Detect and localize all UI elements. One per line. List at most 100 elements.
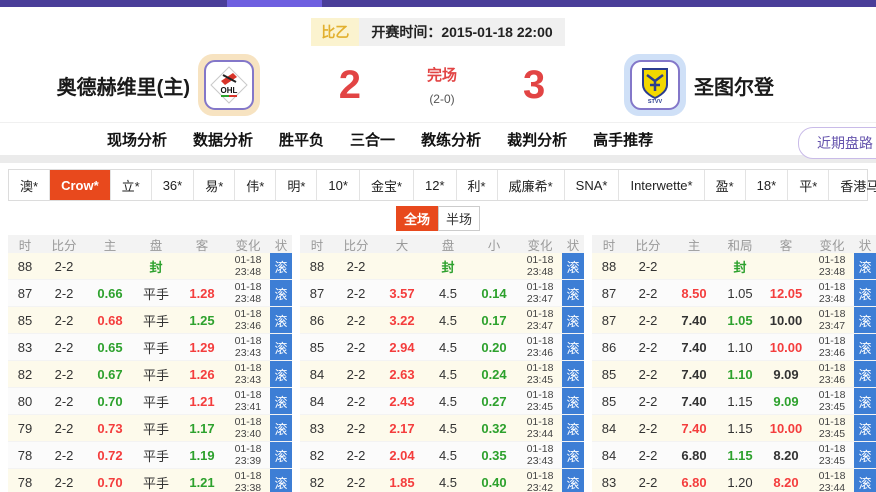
- column-header: 小: [487, 239, 501, 253]
- minute-cell: 88: [309, 258, 325, 274]
- nav-tab[interactable]: 三合一: [350, 131, 396, 149]
- bookmaker-tab[interactable]: 香港马*: [829, 170, 876, 200]
- live-state-badge[interactable]: 滚: [270, 334, 292, 360]
- live-state-badge[interactable]: 滚: [854, 280, 876, 306]
- bookmaker-tab[interactable]: 立*: [111, 170, 152, 200]
- live-state-badge[interactable]: 滚: [854, 442, 876, 468]
- live-state-badge[interactable]: 滚: [562, 469, 584, 492]
- bookmaker-tab[interactable]: 36*: [152, 170, 195, 200]
- live-state-badge[interactable]: 滚: [854, 415, 876, 441]
- odds-row: 88 2-2 封 01-18 23:48 滚: [8, 253, 292, 280]
- live-state-badge[interactable]: 滚: [562, 415, 584, 441]
- home-team-logo[interactable]: OHL: [198, 54, 260, 116]
- live-state-badge[interactable]: 滚: [270, 469, 292, 492]
- change-time-cell: 01-18 23:43: [526, 442, 554, 467]
- league-badge[interactable]: 比乙: [311, 18, 360, 46]
- bookmaker-tab[interactable]: 12*: [414, 170, 457, 200]
- live-state-badge[interactable]: 滚: [270, 307, 292, 333]
- right-odds-cell: 0.14: [481, 285, 507, 301]
- home-team-name[interactable]: 奥德赫维里(主): [56, 76, 190, 99]
- left-odds-cell: 1.85: [389, 474, 415, 490]
- live-state-badge[interactable]: 滚: [854, 307, 876, 333]
- live-state-badge[interactable]: 滚: [270, 388, 292, 414]
- live-state-badge[interactable]: 滚: [562, 307, 584, 333]
- left-odds-cell: 0.65: [97, 339, 123, 355]
- live-state-badge[interactable]: 滚: [562, 280, 584, 306]
- odds-row: 78 2-2 0.70 平手 1.21 01-18 23:38 滚: [8, 469, 292, 492]
- score-cell: 2-2: [54, 258, 74, 274]
- bookmaker-tab[interactable]: 明*: [276, 170, 318, 200]
- nav-tab[interactable]: 高手推荐: [593, 131, 654, 149]
- live-state-badge[interactable]: 滚: [854, 253, 876, 279]
- nav-tab[interactable]: 教练分析: [421, 131, 482, 149]
- bookmaker-tab[interactable]: Interwette*: [619, 170, 705, 200]
- recent-trend-button[interactable]: 近期盘路: [798, 127, 876, 159]
- live-state-badge[interactable]: 滚: [562, 334, 584, 360]
- live-state-badge[interactable]: 滚: [270, 280, 292, 306]
- line-cell: 1.20: [727, 474, 753, 490]
- change-time-cell: 01-18 23:48: [526, 253, 554, 278]
- bookmaker-tab[interactable]: SNA*: [565, 170, 620, 200]
- minute-cell: 87: [309, 285, 325, 301]
- minute-cell: 82: [17, 366, 33, 382]
- nav-tab[interactable]: 数据分析: [193, 131, 254, 149]
- odds-row: 79 2-2 0.73 平手 1.17 01-18 23:40 滚: [8, 415, 292, 442]
- live-state-badge[interactable]: 滚: [270, 442, 292, 468]
- live-state-badge[interactable]: 滚: [562, 361, 584, 387]
- bookmaker-tab[interactable]: 金宝*: [360, 170, 414, 200]
- right-odds-cell: 10.00: [769, 339, 803, 355]
- nav-tab[interactable]: 胜平负: [279, 131, 325, 149]
- left-odds-cell: [86, 253, 134, 279]
- left-odds-cell: 0.66: [97, 285, 123, 301]
- left-odds-cell: 3.22: [389, 312, 415, 328]
- bookmaker-tab[interactable]: 威廉希*: [498, 170, 565, 200]
- bookmaker-tab[interactable]: 10*: [317, 170, 360, 200]
- away-team-logo[interactable]: STVV: [624, 54, 686, 116]
- minute-cell: 79: [17, 420, 33, 436]
- bookmaker-tab[interactable]: 18*: [746, 170, 789, 200]
- change-time-cell: 01-18 23:45: [526, 388, 554, 413]
- table-header-row: 时 比分 主 盘 客 变化状: [8, 235, 292, 253]
- bookmaker-tab[interactable]: 盈*: [705, 170, 746, 200]
- live-state-badge[interactable]: 滚: [854, 469, 876, 492]
- change-time-cell: 01-18 23:43: [234, 334, 262, 359]
- live-state-badge[interactable]: 滚: [854, 388, 876, 414]
- minute-cell: 84: [309, 366, 325, 382]
- live-state-badge[interactable]: 滚: [270, 415, 292, 441]
- away-team-name[interactable]: 圣图尔登: [694, 76, 774, 99]
- half-match-toggle[interactable]: 半场: [438, 206, 480, 231]
- line-cell: 4.5: [438, 366, 458, 382]
- score-cell: 2-2: [638, 474, 658, 490]
- score-cell: 2-2: [638, 393, 658, 409]
- odds-row: 85 2-2 0.68 平手 1.25 01-18 23:46 滚: [8, 307, 292, 334]
- bookmaker-tab[interactable]: 利*: [457, 170, 498, 200]
- nav-tab[interactable]: 现场分析: [107, 131, 168, 149]
- nav-tab[interactable]: 裁判分析: [507, 131, 568, 149]
- live-state-badge[interactable]: 滚: [562, 253, 584, 279]
- column-header: 状: [566, 239, 580, 253]
- live-state-badge[interactable]: 滚: [562, 442, 584, 468]
- change-time-cell: 01-18 23:46: [234, 307, 262, 332]
- live-state-badge[interactable]: 滚: [562, 388, 584, 414]
- live-state-badge[interactable]: 滚: [854, 361, 876, 387]
- live-state-badge[interactable]: 滚: [270, 361, 292, 387]
- bookmaker-tab[interactable]: 澳*: [9, 170, 51, 200]
- change-time-cell: 01-18 23:45: [818, 415, 846, 440]
- live-state-badge[interactable]: 滚: [270, 253, 292, 279]
- left-odds-cell: [670, 253, 718, 279]
- home-team-crest-icon: OHL: [204, 60, 254, 110]
- minute-cell: 87: [601, 285, 617, 301]
- live-state-badge[interactable]: 滚: [854, 334, 876, 360]
- bookmaker-tab[interactable]: 易*: [194, 170, 236, 200]
- odds-row: 78 2-2 0.72 平手 1.19 01-18 23:39 滚: [8, 442, 292, 469]
- right-odds-cell: 0.35: [481, 447, 507, 463]
- bookmaker-tab[interactable]: Crow*: [50, 170, 111, 200]
- bookmaker-tab[interactable]: 平*: [788, 170, 830, 200]
- full-match-toggle[interactable]: 全场: [396, 206, 438, 231]
- change-time-cell: 01-18 23:48: [818, 253, 846, 278]
- odds-row: 85 2-2 2.94 4.5 0.20 01-18 23:46 滚: [300, 334, 584, 361]
- column-header: 客: [195, 239, 209, 253]
- right-odds-cell: 9.09: [773, 393, 799, 409]
- bookmaker-tab[interactable]: 伟*: [235, 170, 277, 200]
